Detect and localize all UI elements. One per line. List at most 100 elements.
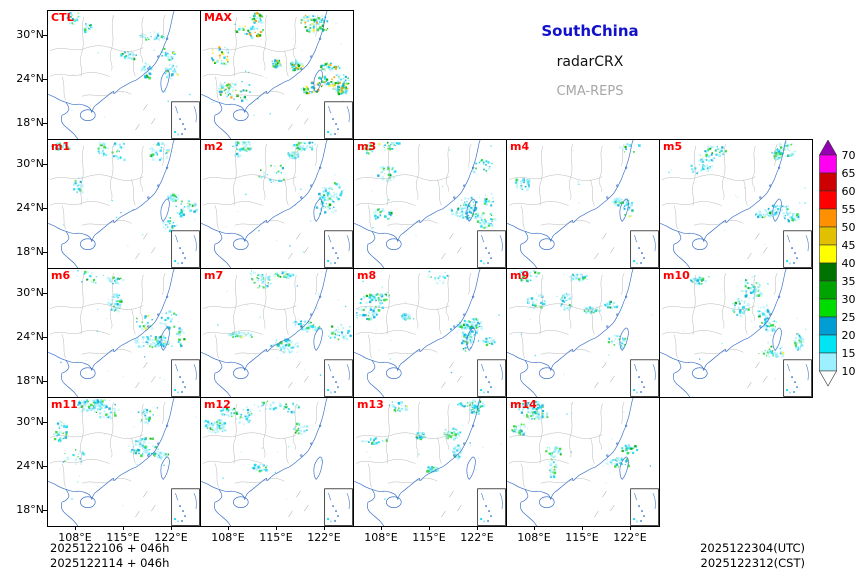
lat-tick-label: 24°N [16, 330, 44, 343]
map-canvas [201, 11, 353, 139]
lon-tick-label: 115°E [106, 531, 140, 544]
coastline [507, 398, 634, 526]
colorbar-tick: 70 [841, 148, 856, 162]
colorbar-bar [818, 140, 838, 387]
scs-inset [171, 230, 200, 268]
scs-inset [783, 230, 812, 268]
map-panel-CTL: CTL [47, 10, 201, 140]
colorbar-band [819, 244, 837, 264]
map-panel-MAX: MAX [200, 10, 354, 140]
map-panel-m3: m3 [353, 139, 507, 269]
lat-tickmark [43, 337, 47, 338]
province-borders [508, 143, 625, 260]
lon-tick-label: 122°E [154, 531, 188, 544]
map-canvas [48, 140, 200, 268]
colorbar-tick: 15 [841, 346, 856, 360]
scs-inset [630, 230, 659, 268]
radar-echoes [66, 11, 191, 118]
radar-echoes [515, 143, 650, 233]
panel-label: m14 [510, 398, 537, 411]
panel-label: MAX [204, 11, 232, 24]
lat-tick-label: 30°N [16, 28, 44, 41]
scs-inset [630, 488, 659, 526]
colorbar-band [819, 298, 837, 318]
province-borders [49, 14, 166, 131]
panel-label: m10 [663, 269, 690, 282]
lon-tickmark [381, 526, 382, 530]
coastline [48, 398, 175, 526]
colorbar-tick: 55 [841, 202, 856, 216]
lon-tick-label: 108°E [58, 531, 92, 544]
lat-tickmark [43, 293, 47, 294]
scs-inset [171, 488, 200, 526]
map-panel-m13: m13 [353, 397, 507, 527]
lon-tickmark [171, 526, 172, 530]
coastline [507, 140, 634, 268]
coastline [48, 11, 175, 139]
footer-init-line1: 2025122106 + 046h [50, 541, 170, 555]
map-canvas [660, 140, 812, 268]
map-canvas [48, 398, 200, 526]
radar-echoes [50, 141, 198, 247]
map-canvas [507, 269, 659, 397]
scs-inset [324, 230, 353, 268]
map-canvas [507, 140, 659, 268]
footer-valid-utc: 2025122304(UTC) [700, 541, 805, 555]
map-canvas [201, 140, 353, 268]
colorbar-band [819, 190, 837, 210]
radar-echoes [225, 140, 344, 253]
coastline [201, 398, 328, 526]
lat-tickmark [43, 252, 47, 253]
map-panel-m4: m4 [506, 139, 660, 269]
province-borders [355, 401, 472, 518]
coastline [660, 269, 787, 397]
map-panel-m5: m5 [659, 139, 813, 269]
lat-tickmark [43, 381, 47, 382]
map-canvas [201, 398, 353, 526]
province-borders [202, 272, 319, 389]
lon-tickmark [75, 526, 76, 530]
coastline [201, 11, 328, 139]
map-panel-m1: m1 [47, 139, 201, 269]
province-borders [202, 14, 319, 131]
map-canvas [354, 140, 506, 268]
colorbar-band [819, 262, 837, 282]
map-canvas [48, 269, 200, 397]
scs-inset [324, 488, 353, 526]
colorbar-band [819, 172, 837, 192]
lon-tick-label: 108°E [364, 531, 398, 544]
coastline [201, 140, 328, 268]
title-system: CMA-REPS [556, 84, 624, 99]
colorbar-tick: 30 [841, 292, 856, 306]
panel-label: m4 [510, 140, 530, 153]
radar-echoes [682, 275, 807, 380]
panel-label: CTL [51, 11, 74, 24]
scs-inset [171, 359, 200, 397]
colorbar-band [819, 154, 837, 174]
coastline [354, 398, 481, 526]
scs-inset [630, 359, 659, 397]
panel-label: m1 [51, 140, 71, 153]
colorbar-tick: 65 [841, 166, 856, 180]
colorbar-tick: 40 [841, 256, 856, 270]
lon-tickmark [228, 526, 229, 530]
radar-echoes [361, 399, 503, 500]
colorbar-tick: 60 [841, 184, 856, 198]
panel-label: m12 [204, 398, 231, 411]
map-panel-m10: m10 [659, 268, 813, 398]
scs-inset [477, 488, 506, 526]
map-canvas [660, 269, 812, 397]
title-product: radarCRX [556, 54, 624, 70]
coastline [48, 269, 175, 397]
footer-init-line2: 2025122114 + 046h [50, 556, 170, 570]
coastline [660, 140, 787, 268]
map-panel-m6: m6 [47, 268, 201, 398]
map-canvas [354, 398, 506, 526]
coastline [48, 140, 175, 268]
lon-tickmark [429, 526, 430, 530]
radar-echoes [668, 141, 806, 245]
map-panel-m11: m11 [47, 397, 201, 527]
title-region: SouthChina [541, 22, 639, 40]
colorbar-tick: 35 [841, 274, 856, 288]
